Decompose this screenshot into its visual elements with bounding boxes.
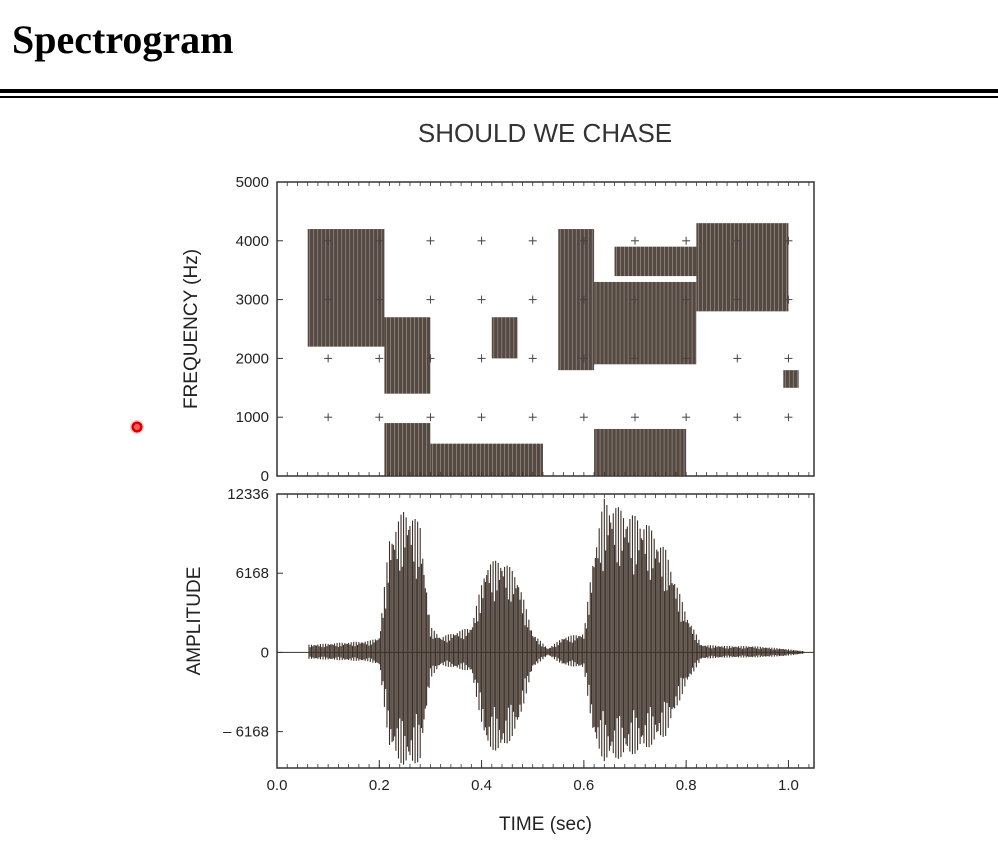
- energy-block: [491, 317, 518, 359]
- time-ticks: 0.0 0.2 0.4 0.6 0.8 1.0: [267, 494, 810, 794]
- grid-cross: [784, 236, 793, 245]
- title-rule-thin: [0, 96, 998, 98]
- spectrogram-grid-marks: [324, 236, 793, 422]
- energy-region: [491, 317, 518, 359]
- title-rule-thick: [0, 89, 998, 93]
- grid-cross: [528, 295, 537, 304]
- grid-cross: [631, 354, 639, 363]
- grid-cross: [324, 354, 333, 363]
- time-tick-label: 0.4: [471, 777, 492, 794]
- grid-cross: [477, 295, 486, 304]
- time-tick-label: 0.6: [573, 777, 594, 794]
- grid-cross: [426, 236, 435, 245]
- energy-block: [558, 229, 595, 371]
- grid-cross: [579, 413, 588, 422]
- grid-cross: [375, 354, 384, 363]
- grid-cross: [733, 295, 742, 304]
- energy-region: [594, 428, 687, 476]
- grid-cross: [682, 295, 691, 304]
- grid-cross: [733, 413, 742, 422]
- grid-cross: [528, 236, 537, 245]
- grid-cross: [426, 354, 435, 363]
- energy-region: [307, 229, 385, 347]
- grid-cross: [682, 354, 691, 363]
- energy-block: [783, 370, 799, 388]
- grid-cross: [784, 295, 793, 304]
- frequency-axis-label: FREQUENCY (Hz): [181, 249, 202, 409]
- frequency-ticks: 0 1000 2000 3000 4000 5000: [236, 174, 810, 485]
- energy-region: [696, 223, 789, 312]
- grid-cross: [631, 413, 639, 422]
- energy-block: [594, 281, 697, 365]
- grid-cross: [528, 413, 537, 422]
- grid-cross: [426, 413, 435, 422]
- grid-cross: [733, 236, 742, 245]
- amplitude-ticks: 12336 6168 0 – 6168: [223, 486, 283, 741]
- grid-cross: [579, 295, 588, 304]
- grid-cross: [579, 354, 588, 363]
- grid-cross: [631, 236, 639, 245]
- spectrogram-panel: 0 1000 2000 3000 4000 5000 FREQUENCY (Hz): [181, 174, 815, 485]
- amplitude-tick-label: – 6168: [223, 724, 269, 741]
- grid-cross: [528, 354, 537, 363]
- energy-region: [614, 246, 697, 277]
- waveform-frame: [276, 493, 815, 769]
- amplitude-axis-label: AMPLITUDE: [184, 567, 205, 676]
- energy-block: [594, 428, 687, 476]
- time-tick-label: 0.0: [267, 777, 288, 794]
- time-axis-label: TIME (sec): [499, 814, 592, 835]
- energy-region: [430, 443, 543, 476]
- frequency-tick-label: 1000: [236, 409, 269, 426]
- grid-cross: [375, 236, 384, 245]
- amplitude-tick-label: 6168: [236, 565, 269, 582]
- energy-region: [384, 423, 431, 476]
- chart-title: SHOULD WE CHASE: [418, 118, 672, 148]
- energy-block: [614, 246, 697, 277]
- spectrogram-energy: [307, 223, 799, 476]
- amplitude-tick-label: 12336: [227, 486, 269, 503]
- energy-region: [594, 281, 697, 365]
- amplitude-tick-label: 0: [261, 644, 269, 661]
- slide-title: Spectrogram: [12, 17, 234, 62]
- grid-cross: [375, 295, 384, 304]
- frequency-tick-label: 4000: [236, 233, 269, 250]
- grid-cross: [477, 354, 486, 363]
- energy-block: [384, 317, 431, 394]
- grid-cross: [426, 295, 435, 304]
- grid-cross: [579, 236, 588, 245]
- time-tick-label: 0.2: [369, 777, 390, 794]
- energy-block: [384, 423, 431, 476]
- frequency-tick-label: 2000: [236, 350, 269, 367]
- energy-region: [558, 229, 595, 371]
- spectrogram-frame: [276, 181, 815, 477]
- energy-block: [696, 223, 789, 312]
- energy-region: [384, 317, 431, 394]
- frequency-tick-label: 0: [261, 468, 269, 485]
- grid-cross: [631, 295, 639, 304]
- grid-cross: [324, 413, 333, 422]
- grid-cross: [477, 413, 486, 422]
- time-tick-label: 1.0: [778, 777, 799, 794]
- grid-cross: [324, 236, 333, 245]
- energy-block: [307, 229, 385, 347]
- frequency-tick-label: 3000: [236, 292, 269, 309]
- energy-block: [430, 443, 543, 476]
- pointer-cursor: [130, 420, 144, 434]
- grid-cross: [682, 236, 691, 245]
- waveform-signal: [277, 498, 814, 765]
- grid-cross: [477, 236, 486, 245]
- time-tick-label: 0.8: [676, 777, 697, 794]
- energy-region: [783, 370, 799, 388]
- waveform-strokes: [308, 498, 805, 765]
- grid-cross: [784, 413, 793, 422]
- grid-cross: [733, 354, 742, 363]
- grid-cross: [375, 413, 384, 422]
- frequency-tick-label: 5000: [236, 174, 269, 191]
- waveform-panel: 12336 6168 0 – 6168 0.0 0.2 0.4 0.6 0.8 1.0 AMPL…: [184, 486, 815, 835]
- grid-cross: [682, 413, 691, 422]
- grid-cross: [784, 354, 793, 363]
- grid-cross: [324, 295, 333, 304]
